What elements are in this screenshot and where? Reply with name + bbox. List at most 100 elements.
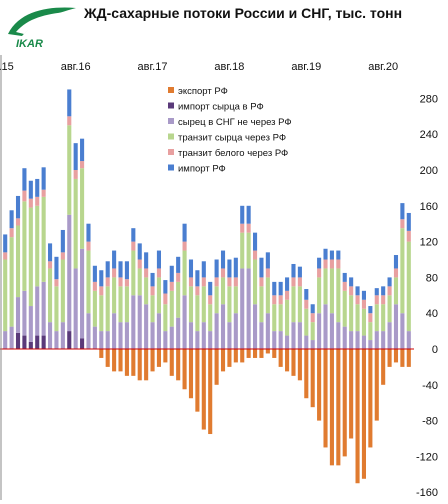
bar-s0-55 bbox=[355, 349, 360, 484]
bar-s4-35 bbox=[227, 277, 232, 287]
bar-s3-52 bbox=[336, 268, 341, 323]
bar-s2-8 bbox=[54, 331, 59, 349]
bar-s2-13 bbox=[86, 313, 91, 349]
bar-s2-53 bbox=[342, 326, 347, 350]
bar-s5-32 bbox=[208, 281, 213, 296]
bar-s2-52 bbox=[336, 322, 341, 349]
bar-s3-60 bbox=[387, 295, 392, 323]
bar-s3-17 bbox=[112, 277, 117, 314]
bar-s2-48 bbox=[310, 340, 315, 349]
bar-s4-25 bbox=[163, 293, 168, 305]
bar-s0-58 bbox=[374, 349, 379, 421]
bar-s4-0 bbox=[3, 252, 8, 260]
bar-s5-57 bbox=[368, 306, 373, 314]
bar-s2-33 bbox=[214, 313, 219, 349]
bar-s2-50 bbox=[323, 304, 328, 349]
bar-s3-29 bbox=[188, 286, 194, 323]
bar-s2-32 bbox=[208, 331, 213, 349]
bar-s0-42 bbox=[272, 349, 277, 358]
bar-s3-30 bbox=[195, 295, 200, 332]
bar-s3-22 bbox=[144, 277, 149, 305]
bar-s4-50 bbox=[323, 259, 328, 269]
bar-s0-45 bbox=[291, 349, 296, 376]
bar-s4-62 bbox=[400, 219, 405, 229]
bar-s4-63 bbox=[406, 230, 411, 242]
bar-s2-0 bbox=[3, 331, 8, 349]
bar-s3-11 bbox=[73, 178, 78, 269]
y-tick-label: 160 bbox=[420, 201, 438, 213]
y-tick-label: 80 bbox=[426, 272, 438, 284]
bar-s4-44 bbox=[285, 290, 290, 300]
bar-s4-43 bbox=[278, 295, 283, 305]
bar-s0-24 bbox=[156, 349, 161, 367]
bar-s1-6 bbox=[41, 335, 46, 349]
bar-s5-25 bbox=[163, 280, 168, 294]
legend-swatch bbox=[168, 87, 174, 93]
bar-s5-23 bbox=[150, 272, 155, 287]
bar-s3-24 bbox=[156, 277, 161, 314]
bar-s0-16 bbox=[105, 349, 110, 367]
bar-s0-35 bbox=[227, 349, 232, 367]
bar-s2-49 bbox=[317, 313, 322, 349]
bar-s5-24 bbox=[156, 250, 161, 269]
bar-s5-45 bbox=[291, 263, 296, 278]
x-tick-label: авг.17 bbox=[138, 61, 168, 73]
bar-s2-31 bbox=[201, 322, 206, 349]
bar-s0-26 bbox=[169, 349, 174, 376]
bar-s5-33 bbox=[214, 259, 219, 278]
bar-s2-6 bbox=[41, 281, 46, 336]
bar-s3-50 bbox=[323, 268, 328, 305]
bar-s3-41 bbox=[265, 277, 270, 314]
bar-s4-61 bbox=[393, 268, 399, 278]
bar-s0-39 bbox=[253, 349, 258, 358]
bar-s2-41 bbox=[265, 313, 270, 349]
bar-s5-28 bbox=[182, 223, 187, 242]
bar-s4-31 bbox=[201, 277, 206, 287]
bar-s4-49 bbox=[317, 268, 322, 278]
bar-s3-0 bbox=[3, 259, 8, 332]
bar-s4-27 bbox=[176, 272, 181, 282]
bar-s0-31 bbox=[201, 349, 206, 430]
bar-s3-40 bbox=[259, 286, 264, 323]
bar-s0-34 bbox=[220, 349, 226, 372]
y-tick-label: 40 bbox=[426, 308, 438, 320]
bar-s3-47 bbox=[304, 308, 309, 336]
bar-s4-39 bbox=[253, 250, 258, 260]
bar-s5-35 bbox=[227, 259, 232, 278]
legend-label: импорт РФ bbox=[178, 164, 226, 175]
bar-s4-37 bbox=[240, 223, 245, 233]
bar-s3-45 bbox=[291, 286, 296, 323]
bar-s3-21 bbox=[137, 268, 142, 296]
bar-s4-32 bbox=[208, 295, 213, 305]
bar-s5-49 bbox=[317, 257, 322, 269]
bar-s0-21 bbox=[137, 349, 142, 381]
bar-s0-29 bbox=[188, 349, 194, 399]
y-tick-label: 280 bbox=[420, 93, 438, 105]
bar-s2-22 bbox=[144, 304, 149, 349]
x-tick-label: авг.16 bbox=[61, 61, 91, 73]
bar-s5-51 bbox=[329, 250, 334, 260]
bar-s2-21 bbox=[137, 295, 142, 349]
bar-s2-30 bbox=[195, 331, 200, 349]
bar-s4-11 bbox=[73, 170, 78, 179]
bar-s5-53 bbox=[342, 272, 347, 282]
bar-s5-5 bbox=[35, 178, 40, 197]
bar-s3-62 bbox=[400, 228, 405, 314]
bar-s2-14 bbox=[92, 326, 97, 350]
bar-s4-45 bbox=[291, 277, 296, 287]
bar-s0-28 bbox=[182, 349, 187, 390]
bar-s3-16 bbox=[105, 286, 110, 332]
bar-s3-14 bbox=[92, 290, 97, 327]
bar-s3-15 bbox=[99, 295, 104, 332]
bar-s3-34 bbox=[220, 277, 226, 305]
bar-s2-24 bbox=[156, 313, 161, 349]
bar-s5-58 bbox=[374, 288, 379, 296]
bars-layer bbox=[3, 89, 411, 484]
bar-s3-8 bbox=[54, 286, 59, 332]
bar-s0-20 bbox=[131, 349, 136, 376]
bar-s2-23 bbox=[150, 322, 155, 349]
bar-s5-14 bbox=[92, 265, 97, 282]
logo-leaf-highlight bbox=[16, 12, 66, 34]
bar-s3-13 bbox=[86, 250, 91, 314]
